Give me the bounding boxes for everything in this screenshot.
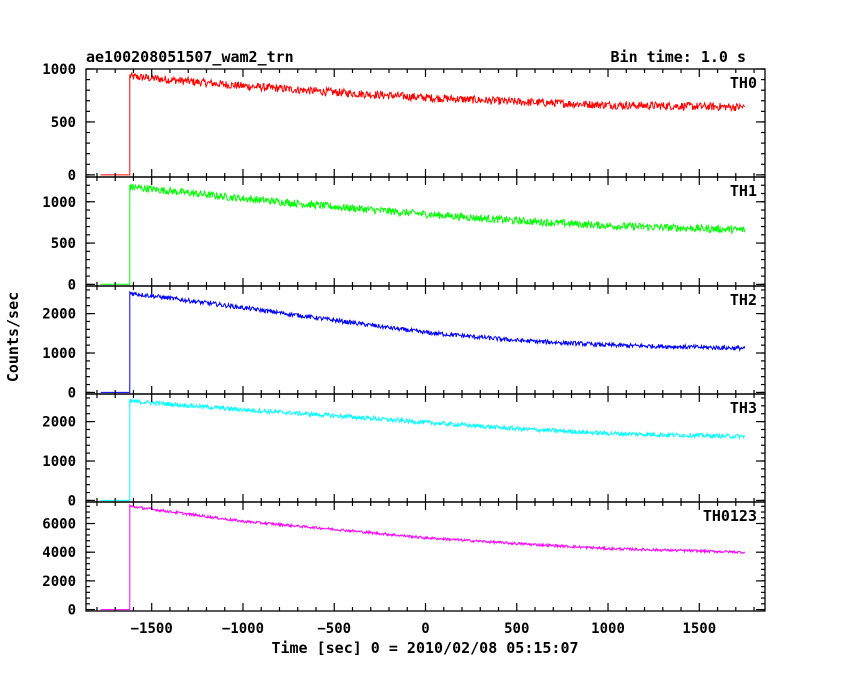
x-tick-label: 1500 bbox=[682, 621, 716, 637]
series-line-th0 bbox=[100, 72, 746, 176]
panel-label-th0: TH0 bbox=[730, 74, 757, 92]
y-tick-label: 0 bbox=[68, 493, 76, 509]
x-tick-label: −500 bbox=[317, 621, 351, 637]
panel-frame bbox=[85, 285, 766, 395]
panel-label-th3: TH3 bbox=[730, 399, 757, 417]
x-axis-label: Time [sec] 0 = 2010/02/08 05:15:07 bbox=[271, 639, 578, 657]
panel-frame bbox=[85, 176, 766, 287]
panel-label-th0123: TH0123 bbox=[703, 507, 757, 525]
y-tick-label: 0 bbox=[68, 277, 76, 293]
panel-th0: 0 500 1000 TH0 bbox=[42, 62, 766, 184]
panel-th3: 0 1000 2000 TH3 bbox=[42, 393, 766, 509]
y-tick-label: 500 bbox=[51, 115, 76, 131]
series-line-th1 bbox=[100, 183, 746, 285]
y-tick-label: 2000 bbox=[42, 415, 76, 431]
y-tick-label: 2000 bbox=[42, 574, 76, 590]
panel-frame bbox=[85, 393, 766, 503]
x-tick-labels: −1500 −1000 −500 0 500 1000 1500 bbox=[131, 621, 717, 637]
x-tick-label: 1000 bbox=[591, 621, 625, 637]
x-tick-label: −1500 bbox=[131, 621, 173, 637]
panel-th0123: 0 2000 4000 6000 TH0123 bbox=[42, 501, 766, 619]
y-tick-label: 1000 bbox=[42, 346, 76, 362]
series-line-th0123 bbox=[100, 504, 746, 611]
bin-time-label: Bin time: 1.0 s bbox=[611, 48, 746, 66]
y-tick-label: 0 bbox=[68, 603, 76, 619]
panels: 0 500 1000 TH0 0 500 1000 TH1 0 1000 2000 TH2 0 1000 2… bbox=[42, 62, 766, 619]
y-axis-label: Counts/sec bbox=[4, 292, 22, 382]
x-tick-label: −1000 bbox=[222, 621, 264, 637]
y-tick-label: 0 bbox=[68, 168, 76, 184]
panel-frame bbox=[85, 501, 766, 612]
panel-frame bbox=[85, 68, 766, 178]
panel-label-th1: TH1 bbox=[730, 182, 757, 200]
x-tick-label: 500 bbox=[504, 621, 529, 637]
y-tick-label: 500 bbox=[51, 236, 76, 252]
x-tick-label: 0 bbox=[421, 621, 429, 637]
panel-label-th2: TH2 bbox=[730, 291, 757, 309]
chart-title: ae100208051507_wam2_trn bbox=[86, 48, 294, 66]
y-tick-label: 1000 bbox=[42, 454, 76, 470]
y-tick-label: 2000 bbox=[42, 307, 76, 323]
series-line-th2 bbox=[100, 291, 746, 393]
y-tick-label: 0 bbox=[68, 385, 76, 401]
panel-th1: 0 500 1000 TH1 bbox=[42, 176, 766, 293]
panel-th2: 0 1000 2000 TH2 bbox=[42, 285, 766, 401]
y-tick-label: 1000 bbox=[42, 195, 76, 211]
series-line-th3 bbox=[100, 398, 746, 501]
y-tick-label: 6000 bbox=[42, 517, 76, 533]
y-tick-label: 1000 bbox=[42, 62, 76, 78]
y-tick-label: 4000 bbox=[42, 545, 76, 561]
